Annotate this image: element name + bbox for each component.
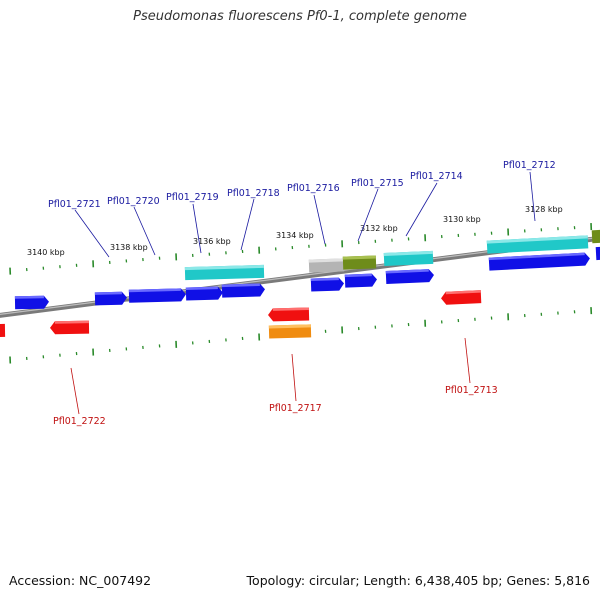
topology-label: Topology: <box>246 573 306 588</box>
forward-genes <box>14 246 600 310</box>
topology-value: circular <box>309 573 356 588</box>
accession-info: Accession: NC_007492 <box>9 573 151 588</box>
gene-arrow-forward[interactable] <box>310 277 344 292</box>
gene-arrow-forward[interactable] <box>595 246 600 261</box>
genes-label: Genes: <box>506 573 551 588</box>
gene-label-pfl01-2721[interactable]: Pfl01_2721 <box>48 199 101 210</box>
gene-label-pfl01-2713[interactable]: Pfl01_2713 <box>445 385 498 396</box>
label-connector <box>240 198 255 251</box>
gene-arrow-forward[interactable] <box>14 295 49 310</box>
gene-arrow-reverse[interactable] <box>268 307 310 322</box>
gene-arrow-forward[interactable] <box>221 283 265 298</box>
gene-label-pfl01-2714[interactable]: Pfl01_2714 <box>410 171 463 182</box>
gene-arrow-reverse[interactable] <box>50 320 90 335</box>
gene-label-pfl01-2718[interactable]: Pfl01_2718 <box>227 188 280 199</box>
label-connector <box>74 209 110 258</box>
outer-features <box>184 229 600 281</box>
gene-label-pfl01-2712[interactable]: Pfl01_2712 <box>503 160 556 171</box>
inner-tick-track <box>9 307 593 364</box>
scale-label: 3134 kbp <box>276 231 314 240</box>
label-connector <box>313 194 326 245</box>
map-title: Pseudomonas fluorescens Pf0-1, complete … <box>133 9 467 24</box>
scale-label: 3132 kbp <box>360 224 398 233</box>
olive-feature[interactable] <box>591 229 600 244</box>
label-connector <box>70 367 80 415</box>
gene-arrow-reverse[interactable] <box>0 323 6 338</box>
gene-label-pfl01-2719[interactable]: Pfl01_2719 <box>166 192 219 203</box>
label-connector <box>529 171 536 222</box>
scale-label: 3140 kbp <box>27 248 65 257</box>
genes-value: 5,816 <box>554 573 590 588</box>
gene-label-pfl01-2717[interactable]: Pfl01_2717 <box>269 403 322 414</box>
label-connector <box>133 206 156 256</box>
gene-label-pfl01-2720[interactable]: Pfl01_2720 <box>107 196 160 207</box>
gene-label-pfl01-2722[interactable]: Pfl01_2722 <box>53 416 106 427</box>
length-label: Length: <box>363 573 411 588</box>
reverse-genes <box>0 290 482 339</box>
genome-summary: Topology: circular; Length: 6,438,405 bp… <box>246 573 590 588</box>
gene-arrow-forward[interactable] <box>344 273 377 288</box>
label-connector <box>291 353 297 402</box>
gene-arrow-forward[interactable] <box>94 291 127 306</box>
scale-label: 3136 kbp <box>193 237 231 246</box>
label-connector <box>192 203 202 254</box>
accession-value: NC_007492 <box>79 573 152 588</box>
scale-label: 3128 kbp <box>525 205 563 214</box>
length-value: 6,438,405 bp <box>414 573 499 588</box>
outer-tick-track <box>9 223 593 275</box>
scale-label: 3138 kbp <box>110 243 148 252</box>
label-connector <box>357 188 379 242</box>
label-connector <box>464 337 471 384</box>
gene-label-pfl01-2715[interactable]: Pfl01_2715 <box>351 178 404 189</box>
accession-label: Accession: <box>9 573 76 588</box>
gene-arrow-forward[interactable] <box>185 286 223 301</box>
label-connector <box>405 182 438 237</box>
gene-label-pfl01-2716[interactable]: Pfl01_2716 <box>287 183 340 194</box>
gene-arrow-forward[interactable] <box>128 288 186 303</box>
scale-label: 3130 kbp <box>443 215 481 224</box>
